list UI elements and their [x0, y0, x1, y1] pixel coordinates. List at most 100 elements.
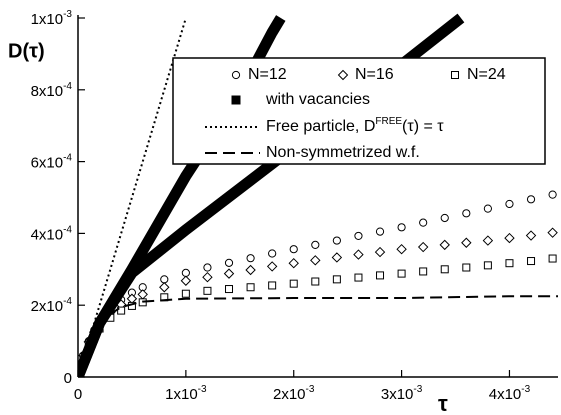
tick-label: 2x10-3: [273, 384, 315, 403]
marker-diamond: [288, 257, 299, 269]
marker-diamond: [266, 261, 278, 272]
tick-label: 4x10-3: [489, 384, 531, 403]
marker-square: [181, 289, 190, 298]
marker-diamond: [374, 246, 386, 258]
marker-diamond: [547, 227, 558, 238]
tick-label-exponent: -4: [63, 80, 72, 91]
marker-square: [397, 269, 406, 278]
marker-circle: [354, 231, 363, 241]
tick-label-base: 6x10: [31, 155, 64, 172]
legend-marker: [337, 69, 349, 81]
marker-circle: [181, 268, 190, 277]
marker-circle: [419, 218, 428, 227]
marker-circle: [505, 199, 514, 209]
marker-circle: [483, 204, 492, 213]
tick-label-exponent: -3: [521, 384, 530, 395]
tick-label: 8x10-4: [31, 80, 73, 99]
tick-label-base: 4x10: [489, 386, 522, 403]
legend-label: N=24: [467, 66, 506, 83]
legend-label: N=12: [248, 66, 287, 83]
marker-square: [419, 267, 428, 276]
tick-label-exponent: -4: [63, 296, 72, 307]
x-axis-label: τ: [438, 391, 448, 415]
y-axis-label: D(τ): [8, 40, 45, 62]
tick-label-base: 8x10: [31, 83, 64, 100]
tick-label-exponent: -3: [306, 384, 315, 395]
marker-diamond: [482, 235, 494, 246]
marker-diamond: [417, 241, 429, 253]
tick-label: 1x10-3: [165, 384, 207, 403]
legend-marker: [231, 70, 241, 80]
marker-diamond: [331, 252, 343, 263]
tick-label: 1x10-3: [31, 9, 73, 28]
marker-diamond: [245, 264, 256, 276]
marker-diamond: [310, 255, 321, 266]
marker-square: [268, 281, 277, 290]
marker-circle: [548, 190, 557, 199]
marker-circle: [311, 240, 320, 249]
marker-square: [117, 306, 126, 315]
marker-circle: [375, 227, 385, 236]
marker-diamond: [504, 232, 515, 244]
marker-circle: [397, 223, 406, 232]
marker-square: [483, 261, 492, 270]
marker-diamond: [137, 289, 148, 300]
marker-circle: [224, 258, 234, 267]
tick-label-exponent: -4: [63, 152, 72, 163]
tick-label: 0: [64, 370, 72, 387]
legend-marker: [451, 71, 459, 79]
tick-label-base: 2x10: [273, 386, 306, 403]
marker-circle: [332, 236, 341, 245]
marker-square: [225, 285, 234, 294]
tick-label-base: 4x10: [31, 226, 64, 243]
marker-square: [462, 263, 471, 272]
marker-square: [376, 271, 385, 280]
marker-circle: [526, 195, 536, 204]
marker-square: [440, 265, 449, 274]
legend-label: Non-symmetrized w.f.: [266, 144, 420, 161]
legend-name: with vacancies: [265, 91, 370, 108]
tick-label-base: 1x10: [31, 11, 64, 28]
marker-square: [332, 275, 341, 284]
marker-circle: [289, 245, 298, 254]
marker-square: [548, 254, 557, 263]
marker-diamond: [159, 282, 170, 293]
marker-circle: [462, 209, 471, 218]
legend-label: with vacancies: [265, 91, 370, 108]
marker-diamond: [396, 243, 407, 255]
marker-diamond: [126, 293, 138, 304]
tick-label-exponent: -3: [63, 9, 72, 20]
marker-circle: [160, 275, 169, 284]
marker-square: [311, 277, 320, 286]
legend-name: Non-symmetrized w.f.: [266, 144, 420, 161]
marker-diamond: [439, 239, 450, 251]
legend-name: N=12: [248, 66, 287, 83]
marker-square: [289, 279, 298, 288]
marker-square: [354, 273, 363, 282]
tick-label: 2x10-4: [31, 296, 73, 315]
legend-name-tail: (τ) = τ: [402, 118, 444, 135]
series-line: [78, 295, 558, 377]
tick-label-base: 3x10: [381, 386, 414, 403]
tick-label-base: 1x10: [165, 386, 198, 403]
marker-square: [505, 259, 514, 268]
marker-circle: [268, 249, 277, 258]
tick-label-base: 2x10: [31, 298, 64, 315]
marker-square: [527, 257, 536, 266]
marker-diamond: [525, 230, 537, 241]
tick-label-exponent: -4: [63, 224, 72, 235]
legend-name: N=16: [355, 66, 394, 83]
marker-square: [246, 283, 255, 292]
marker-diamond: [461, 237, 472, 248]
tick-label: 0: [74, 386, 82, 403]
marker-circle: [440, 213, 449, 223]
marker-diamond: [223, 268, 235, 279]
marker-diamond: [353, 249, 364, 260]
marker-diamond: [180, 275, 192, 286]
legend-label: N=16: [355, 66, 394, 83]
tick-label: 4x10-4: [31, 224, 73, 243]
legend-name: N=24: [467, 66, 506, 83]
legend-marker: [231, 95, 241, 105]
legend-name-sup: FREE: [375, 116, 402, 127]
